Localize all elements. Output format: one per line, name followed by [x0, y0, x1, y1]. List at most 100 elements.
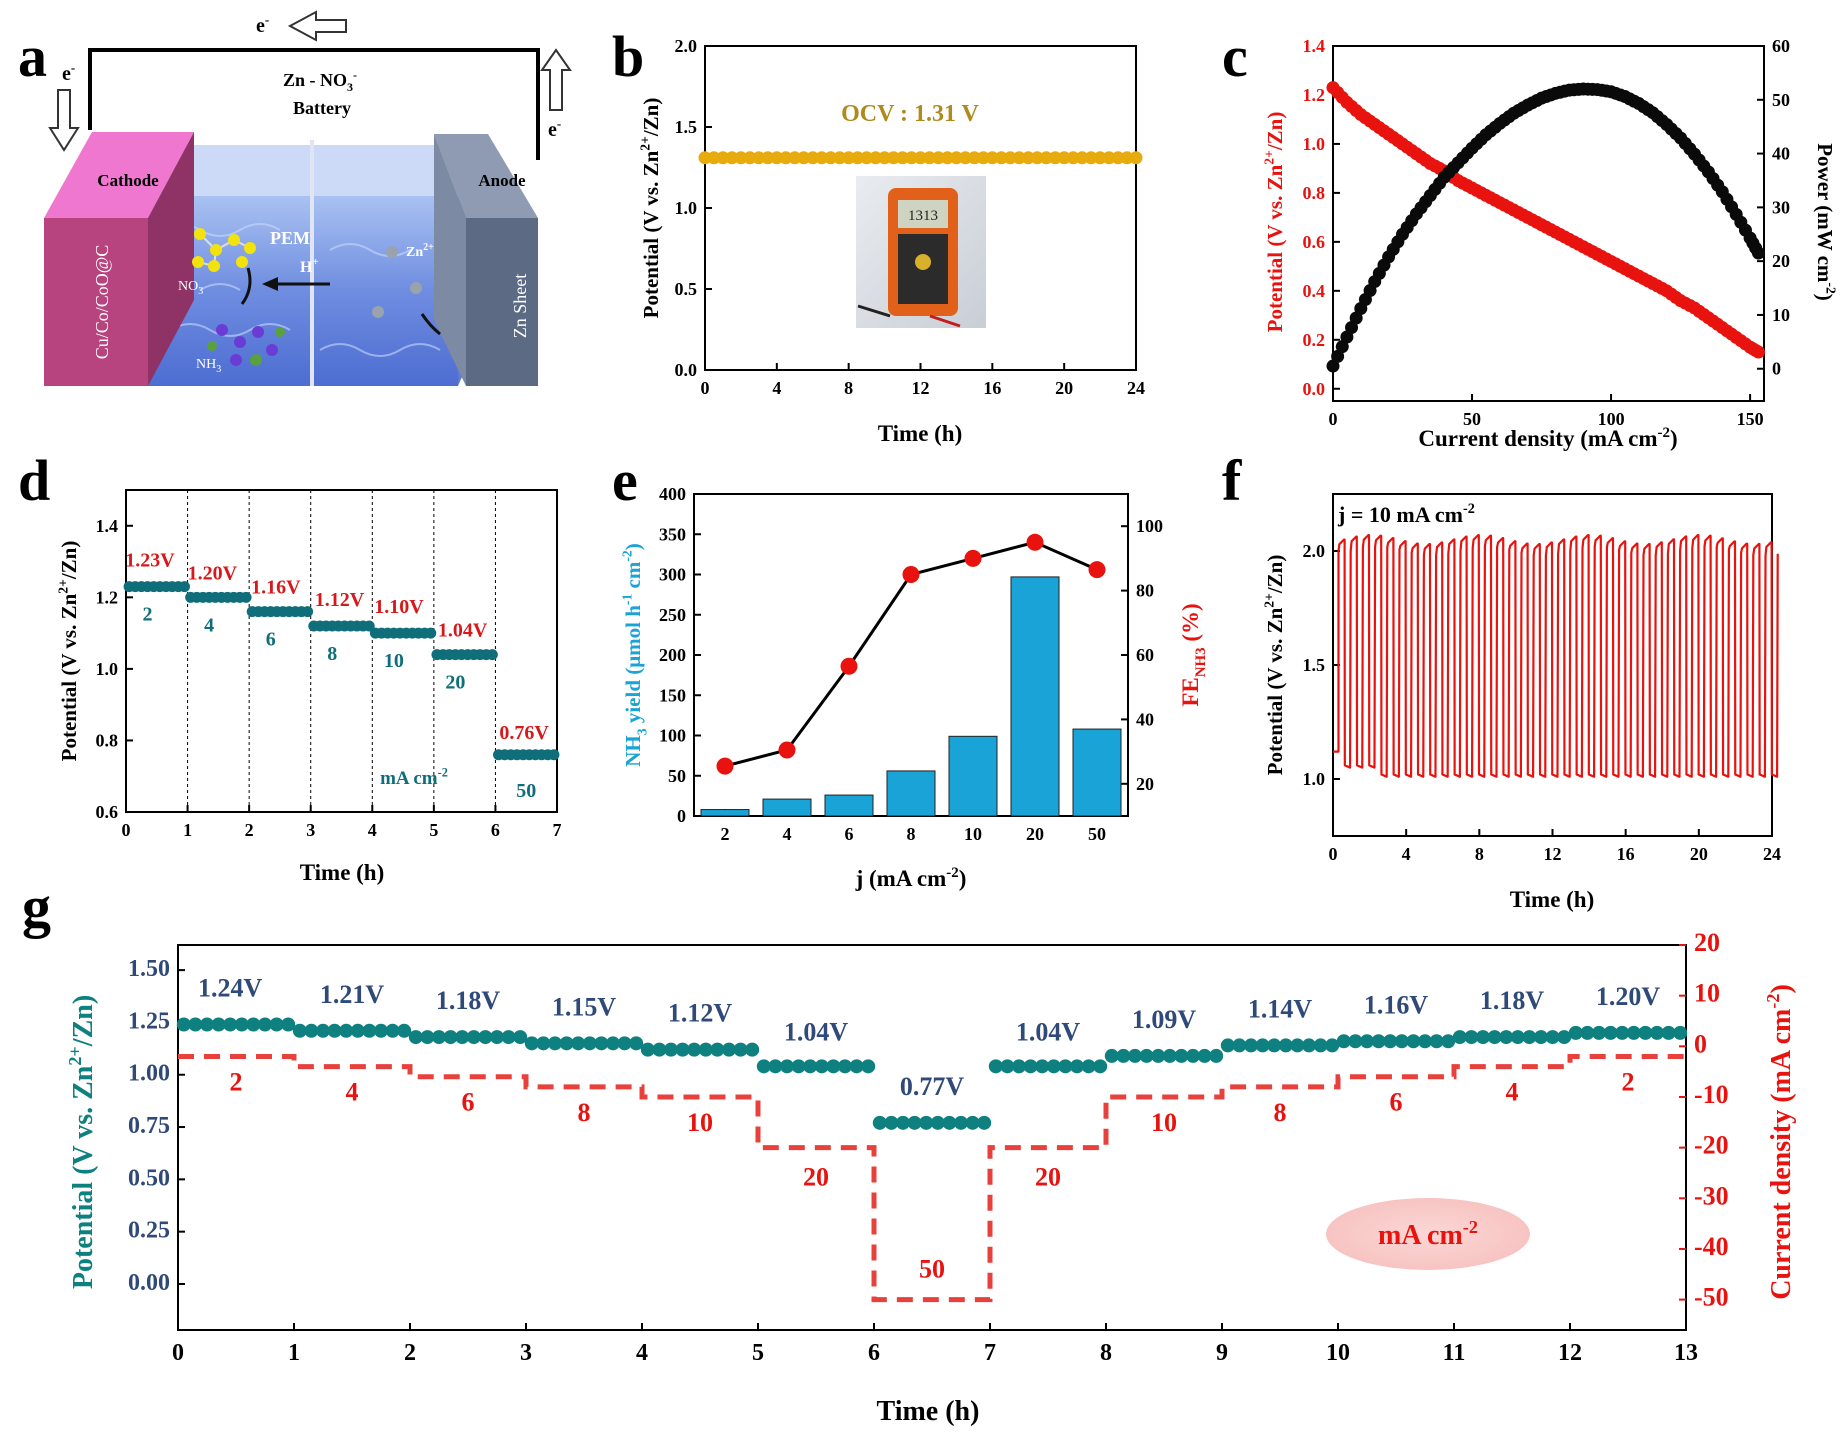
- voltage-point: [791, 1059, 806, 1074]
- voltage-point: [1522, 1030, 1537, 1045]
- electrolyte: [148, 196, 458, 386]
- voltage-point: [223, 1017, 238, 1032]
- voltage-point: [1302, 1038, 1316, 1053]
- voltage-point: [1267, 1038, 1282, 1053]
- voltage-point: [1360, 1034, 1374, 1049]
- voltage-point: [907, 1115, 922, 1130]
- voltage-point: [1615, 1025, 1630, 1040]
- step-voltage-label: 1.23V: [125, 550, 175, 572]
- x-tick-label: 20: [1026, 824, 1044, 844]
- yield-bar: [1010, 576, 1060, 817]
- y-tick-label: 1.5: [675, 117, 698, 137]
- step-voltage-label: 1.18V: [1480, 986, 1545, 1015]
- voltage-point: [1626, 1025, 1641, 1040]
- y-tick-label: 0.4: [1303, 281, 1326, 301]
- step-current-label: 4: [204, 614, 214, 636]
- yield-bar: [700, 809, 750, 817]
- y-axis-label-left: Potential (V vs. Zn2+/Zn): [65, 995, 99, 1289]
- voltage-point: [780, 1059, 794, 1074]
- voltage-point: [420, 1030, 435, 1045]
- step-voltage-label: 0.77V: [900, 1072, 965, 1101]
- voltage-point: [1046, 1059, 1061, 1074]
- x-tick-label: 12: [1558, 1340, 1582, 1366]
- multimeter-photo: 1313: [856, 176, 986, 328]
- step-current-label: 20: [445, 672, 465, 694]
- fe-point: [964, 549, 982, 567]
- voltage-point: [304, 1023, 319, 1038]
- voltage-point: [176, 1017, 191, 1032]
- voltage-point: [281, 1017, 296, 1032]
- ocv-point: [1120, 151, 1134, 165]
- voltage-point: [1487, 1030, 1502, 1045]
- ocv-point: [761, 151, 775, 165]
- voltage-point: [861, 1059, 876, 1074]
- x-axis-label: Current density (mA cm-2): [1418, 425, 1677, 451]
- panel-label-f: f: [1222, 448, 1242, 513]
- step-current-label: 6: [462, 1088, 475, 1117]
- voltage-point: [1104, 1048, 1119, 1063]
- y-tick-label: 1.0: [675, 198, 698, 218]
- voltage-point: [722, 1042, 736, 1057]
- step-voltage-label: 1.15V: [552, 992, 617, 1021]
- y-axis-label-left: Potential (V vs. Zn2+/Zn): [1262, 112, 1287, 333]
- y-tick-label: 1.2: [96, 587, 119, 607]
- x-tick-label: 20: [1055, 378, 1073, 398]
- svg-text:NO3: NO3: [178, 279, 203, 297]
- voltage-point: [977, 1115, 992, 1130]
- x-axis-label: Time (h): [1510, 887, 1595, 912]
- voltage-point: [258, 1017, 272, 1032]
- x-tick-label: 13: [1674, 1340, 1698, 1366]
- y-tick-label: 50: [1772, 90, 1790, 110]
- y-tick-label: 0.00: [128, 1270, 170, 1296]
- panel-label-c: c: [1222, 24, 1248, 89]
- plot-frame: [125, 489, 558, 813]
- x-tick-label: 7: [553, 820, 562, 840]
- ocv-point: [1021, 151, 1035, 165]
- x-tick-label: 11: [1443, 1340, 1466, 1366]
- step-current-label: 8: [578, 1098, 591, 1127]
- power-point: [1335, 340, 1349, 354]
- step-voltage-label: 0.76V: [499, 722, 549, 744]
- ocv-point: [1030, 151, 1044, 165]
- ocv-point: [1066, 151, 1080, 165]
- plot-frame: [177, 944, 1687, 1331]
- ocv-point: [752, 151, 766, 165]
- voltage-point: [988, 1059, 1003, 1074]
- unit-highlight: [1326, 1198, 1530, 1270]
- x-tick-label: 9: [1216, 1340, 1228, 1366]
- fe-point: [1088, 561, 1106, 579]
- x-tick-label: 1: [183, 820, 192, 840]
- meter-reading: 1313: [908, 208, 938, 224]
- x-tick-label: 0: [701, 378, 710, 398]
- y-tick-label: 0: [1694, 1029, 1707, 1058]
- step-voltage-label: 1.16V: [251, 577, 301, 599]
- ocv-point: [905, 151, 919, 165]
- voltage-point: [1510, 1030, 1525, 1045]
- voltage-point: [1162, 1048, 1177, 1063]
- ocv-point: [734, 151, 748, 165]
- voltage-point: [385, 1023, 400, 1038]
- y-tick-label: 100: [1136, 516, 1163, 536]
- ocv-point: [1084, 151, 1098, 165]
- voltage-point: [350, 1023, 365, 1038]
- voltage-point: [803, 1059, 818, 1074]
- fe-point: [902, 566, 920, 583]
- x-tick-label: 8: [1100, 1340, 1112, 1366]
- ocv-point: [922, 151, 936, 165]
- y-tick-label: 0.50: [128, 1165, 170, 1191]
- voltage-point: [594, 1036, 609, 1051]
- y-tick-label: 1.00: [128, 1061, 170, 1087]
- x-tick-label: 6: [868, 1340, 880, 1366]
- x-tick-label: 4: [636, 1340, 648, 1366]
- ocv-point: [788, 151, 802, 165]
- ocv-point: [725, 151, 739, 165]
- y-tick-label: 20: [1694, 928, 1720, 957]
- voltage-point: [1058, 1059, 1073, 1074]
- step-voltage-label: 1.14V: [1248, 994, 1313, 1023]
- y-tick-label: 1.50: [128, 956, 170, 982]
- svg-text:e-: e-: [548, 116, 561, 141]
- voltage-point: [930, 1115, 945, 1130]
- ocv-point: [1111, 151, 1125, 165]
- voltage-point: [942, 1115, 957, 1130]
- voltage-point: [1429, 1034, 1444, 1049]
